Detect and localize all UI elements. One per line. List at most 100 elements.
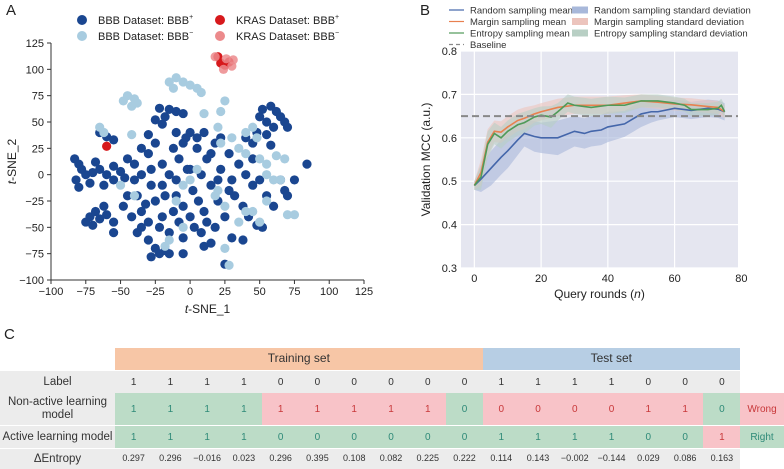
group-header-0: Training set — [115, 348, 483, 370]
x-axis-label: Query rounds (n) — [554, 287, 645, 301]
scatter-point — [218, 64, 229, 74]
scatter-point — [154, 222, 165, 232]
scatter-point — [168, 143, 179, 153]
scatter-point — [248, 180, 258, 190]
scatter-point — [210, 222, 220, 232]
scatter-point — [262, 196, 272, 206]
scatter-point — [202, 217, 212, 227]
table-cell: 0 — [424, 376, 431, 388]
scatter-point — [266, 140, 276, 150]
scatter-point — [220, 201, 230, 211]
scatter-point — [234, 159, 244, 169]
table-cell: 0.296 — [269, 453, 292, 464]
scatter-point — [206, 238, 216, 248]
scatter-point — [206, 149, 216, 159]
scatter-point — [241, 149, 251, 159]
scatter-point — [127, 130, 137, 140]
table-cell: 0 — [388, 376, 394, 388]
table-cell: 1 — [572, 376, 578, 388]
scatter-point — [199, 108, 209, 119]
scatter-point — [136, 143, 147, 153]
scatter-point — [234, 217, 244, 227]
table-cell: 0 — [372, 426, 410, 448]
scatter-point — [140, 199, 151, 209]
scatter-point — [81, 170, 91, 180]
scatter-point — [95, 214, 105, 224]
y-tick-label: 0.7 — [442, 89, 457, 101]
table-cell: 0 — [482, 393, 520, 425]
scatter-point — [171, 73, 181, 83]
scatter-point — [102, 210, 112, 220]
scatter-point — [178, 77, 188, 87]
scatter-point — [143, 130, 153, 140]
scatter-point — [178, 180, 188, 190]
scatter-point — [255, 112, 265, 122]
row-label: ΔEntropy — [33, 452, 82, 465]
table-cell: 0 — [703, 393, 741, 425]
scatter-point — [136, 206, 147, 217]
scatter-point — [146, 164, 156, 174]
table-cell: 0 — [519, 393, 557, 425]
scatter-point — [227, 133, 237, 143]
x-tick-label: 80 — [735, 273, 747, 285]
scatter-point — [206, 180, 216, 190]
table-cell: 0.225 — [416, 453, 439, 464]
verdict-label: Wrong — [740, 393, 784, 425]
group-header-row: Training set Test set — [0, 348, 784, 370]
table-cell: 0.108 — [342, 453, 366, 464]
scatter-point — [241, 127, 251, 138]
table-row: Label 1 1 1 1 0 0 0 0 0 0 1 1 1 1 0 0 0 — [0, 371, 784, 393]
scatter-point — [185, 175, 195, 185]
table-cell: 1 — [130, 376, 137, 388]
scatter-point — [171, 196, 181, 206]
scatter-point — [192, 143, 202, 153]
y-tick-label: 100 — [26, 64, 44, 76]
table-cell: 1 — [629, 393, 667, 425]
scatter-point — [157, 212, 167, 222]
scatter-point — [255, 217, 265, 227]
scatter-point — [262, 170, 272, 180]
table-cell: 1 — [204, 376, 210, 388]
scatter-point — [216, 138, 226, 148]
scatter-point — [268, 201, 279, 211]
scatter-point — [157, 159, 167, 169]
table-cell: 1 — [151, 393, 189, 425]
scatter-point — [248, 206, 258, 217]
y-tick-label: −50 — [25, 222, 44, 234]
scatter-point — [255, 175, 265, 185]
scatter-point — [262, 159, 272, 169]
scatter-point — [257, 104, 268, 114]
scatter-point — [192, 133, 202, 143]
table-cell: −0.144 — [597, 453, 626, 464]
scatter-point — [193, 196, 204, 206]
scatter-point — [268, 122, 279, 132]
scatter-point — [109, 228, 119, 238]
scatter-point — [109, 135, 119, 145]
table-cell: 1 — [409, 393, 447, 425]
legend-label: Random sampling mean — [470, 6, 573, 17]
x-tick-label: 40 — [602, 273, 614, 285]
scatter-point — [132, 98, 142, 108]
table-cell: 1 — [151, 426, 189, 448]
scatter-point — [224, 185, 234, 196]
scatter-point — [129, 175, 140, 185]
legend-marker — [215, 15, 225, 25]
scatter-point — [228, 55, 238, 65]
scatter-point — [157, 119, 167, 129]
scatter-point — [164, 249, 174, 259]
scatter-point — [282, 122, 293, 132]
scatter-point — [122, 191, 133, 201]
scatter-point — [289, 210, 300, 220]
x-tick-label: 25 — [219, 286, 231, 298]
table-row: ΔEntropy 0.297 0.296 −0.016 0.023 0.296 0.395 0… — [0, 449, 784, 469]
table-cell: 1 — [608, 376, 615, 388]
y-tick-label: 125 — [26, 38, 44, 50]
y-tick-label: 0.4 — [442, 220, 457, 232]
group-header-1: Test set — [482, 348, 740, 370]
table-cell: 0.297 — [122, 453, 145, 464]
y-axis-label: Validation MCC (a.u.) — [419, 103, 433, 217]
y-tick-label: 25 — [32, 143, 44, 155]
scatter-point — [118, 201, 128, 211]
table-cell: 0 — [314, 376, 321, 388]
x-tick-label: 75 — [288, 286, 300, 298]
